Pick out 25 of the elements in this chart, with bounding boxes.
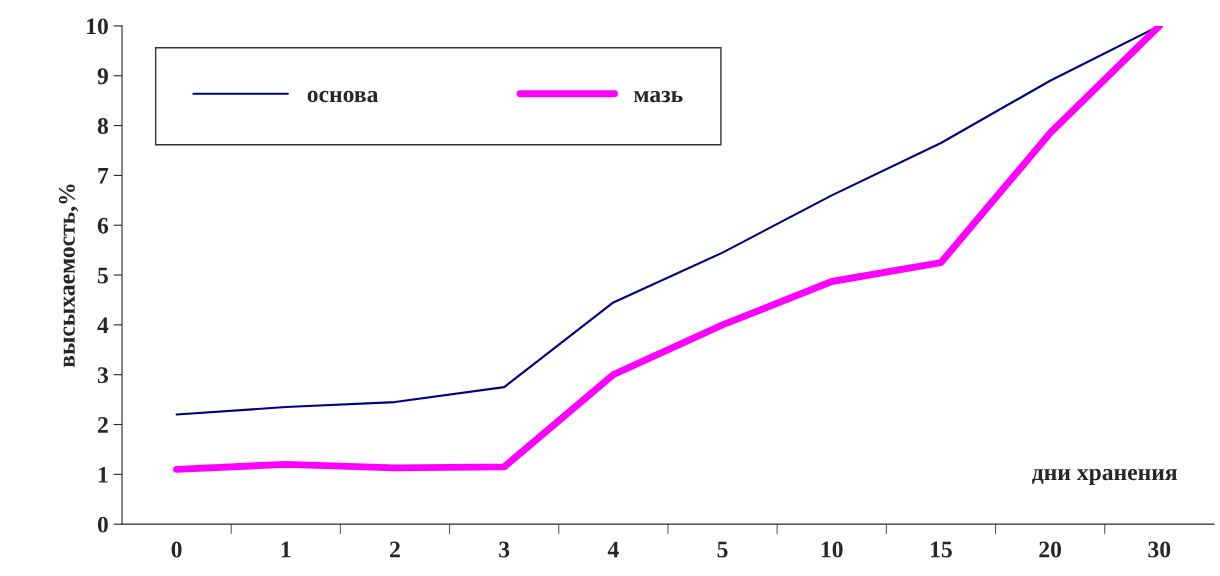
legend-label: мазь	[634, 90, 683, 103]
x-tick-label: 15	[931, 541, 952, 558]
x-tick-label: 0	[171, 541, 182, 558]
y-tick-label: 1	[98, 466, 108, 483]
y-axis-title: высыхаемость,%	[58, 184, 79, 368]
x-tick-label: 10	[821, 541, 843, 558]
y-tick-label: 2	[97, 417, 108, 433]
y-tick-label: 5	[97, 267, 108, 284]
x-tick-label: 1	[281, 541, 291, 558]
x-tick-label: 4	[607, 541, 619, 558]
y-tick-label: 10	[87, 18, 108, 35]
x-tick-label: 30	[1148, 541, 1171, 558]
y-tick-label: 9	[97, 68, 108, 85]
y-tick-label: 4	[97, 317, 109, 334]
x-tick-label: 20	[1039, 541, 1062, 558]
y-tick-label: 6	[97, 217, 109, 234]
x-tick-label: 5	[717, 541, 728, 558]
x-tick-label: 2	[390, 541, 400, 558]
x-tick-label: 3	[499, 541, 510, 558]
y-tick-label: 3	[97, 367, 108, 384]
y-tick-label: 7	[98, 168, 109, 184]
y-tick-label: 0	[97, 516, 108, 533]
x-axis-title: дни хранения	[1032, 468, 1178, 486]
y-tick-label: 8	[97, 118, 109, 134]
legend-label: основа	[307, 90, 379, 103]
